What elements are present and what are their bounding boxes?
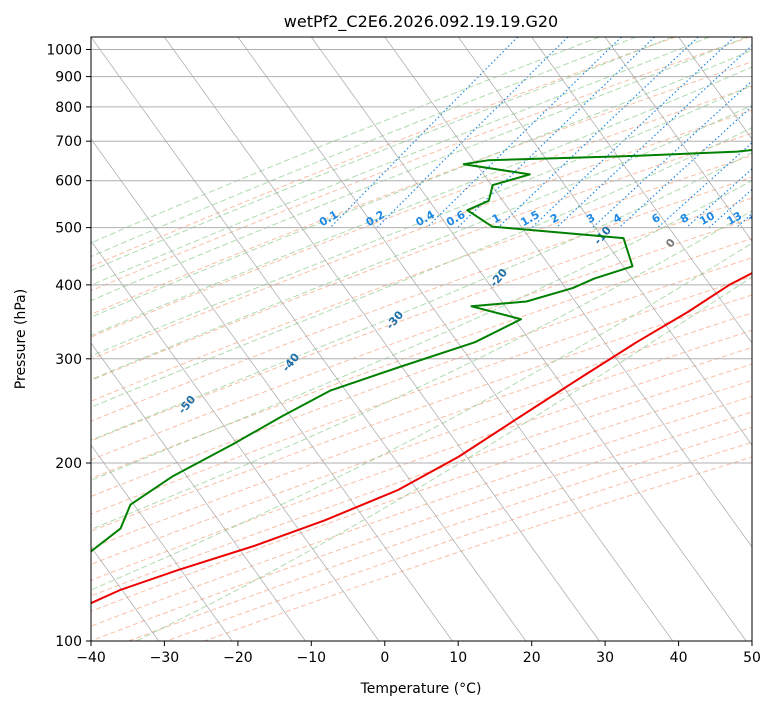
y-tick-label: 1000 — [46, 43, 82, 59]
x-tick-label: −20 — [223, 650, 253, 666]
isotherm-line — [91, 37, 527, 641]
moist-adiabat — [91, 179, 752, 481]
x-axis-title: Temperature (°C) — [360, 681, 482, 697]
x-tick-label: −30 — [150, 650, 180, 666]
y-tick-label: 700 — [55, 134, 82, 150]
mixing-ratio-line — [376, 37, 569, 229]
y-axis: 100 200 300 400 500 600 700 800 900 1000 — [46, 43, 91, 650]
isotherm-line — [237, 37, 674, 641]
moist-adiabat — [91, 104, 752, 381]
x-tick-label: 10 — [449, 650, 467, 666]
chart-title: wetPf2_C2E6.2026.092.19.19.G20 — [284, 12, 558, 32]
mixing-ratio-label: 16 — [747, 209, 767, 228]
y-tick-label: 200 — [55, 456, 82, 472]
isotherm-line — [457, 37, 752, 446]
sounding-traces — [91, 149, 752, 605]
moist-adiabat — [91, 49, 752, 318]
moist-adiabat — [91, 127, 752, 408]
x-tick-label: −40 — [76, 650, 106, 666]
plot-area: 0.10.20.40.611.52346810131620253036-100-… — [91, 37, 767, 641]
mixing-ratio-line — [618, 105, 752, 229]
isotherm-line — [531, 37, 752, 344]
dewpoint-trace — [91, 149, 752, 553]
moist-adiabats — [91, 37, 752, 641]
y-tick-label: 900 — [55, 70, 82, 86]
isotherm-line — [384, 37, 752, 548]
dry-adiabat — [91, 197, 752, 442]
x-tick-label: 0 — [380, 650, 389, 666]
moist-adiabat — [91, 37, 600, 244]
dry-adiabats — [91, 37, 752, 641]
plot-frame — [90, 36, 753, 642]
moist-adiabat — [91, 84, 752, 357]
x-tick-label: 40 — [670, 650, 688, 666]
y-tick-label: 600 — [55, 174, 82, 190]
x-tick-label: 50 — [743, 650, 761, 666]
isotherm-line — [164, 37, 600, 641]
dry-adiabat — [91, 85, 752, 338]
mixing-ratio-line — [329, 37, 519, 229]
isotherm-lines — [91, 37, 752, 641]
isotherm-line — [91, 240, 380, 641]
mixing-ratio-line — [457, 37, 655, 229]
isotherm-line — [310, 37, 747, 641]
y-tick-label: 300 — [55, 352, 82, 368]
moist-adiabat — [91, 242, 752, 591]
dry-adiabat — [91, 218, 752, 461]
temperature-trace — [91, 271, 752, 605]
mixing-ratio-line — [556, 44, 752, 229]
dry-adiabat — [91, 154, 752, 402]
y-tick-label: 500 — [55, 221, 82, 237]
isotherm-line — [91, 444, 233, 641]
y-tick-label: 400 — [55, 278, 82, 294]
y-tick-label: 800 — [55, 100, 82, 116]
moist-adiabat — [91, 66, 752, 336]
moist-adiabat — [91, 152, 752, 441]
dry-adiabat — [91, 237, 752, 479]
y-axis-title: Pressure (hPa) — [13, 289, 29, 389]
pressure-gridlines — [91, 49, 752, 641]
x-axis: −40 −30 −20 −10 0 10 20 30 40 50 — [76, 641, 761, 666]
dry-adiabat — [91, 61, 752, 315]
dry-adiabat — [91, 132, 752, 382]
x-tick-label: 30 — [596, 650, 614, 666]
mixing-ratio-lines — [329, 37, 752, 229]
x-tick-label: 20 — [523, 650, 541, 666]
y-tick-label: 100 — [55, 634, 82, 650]
isotherm-line — [91, 342, 306, 641]
moist-adiabat — [91, 37, 747, 302]
x-tick-label: −10 — [297, 650, 327, 666]
dry-adiabat — [91, 176, 752, 422]
dry-adiabat — [91, 37, 676, 267]
isotherm-line — [91, 138, 453, 641]
isotherm-line — [604, 37, 752, 242]
isotherm-line — [678, 37, 752, 140]
